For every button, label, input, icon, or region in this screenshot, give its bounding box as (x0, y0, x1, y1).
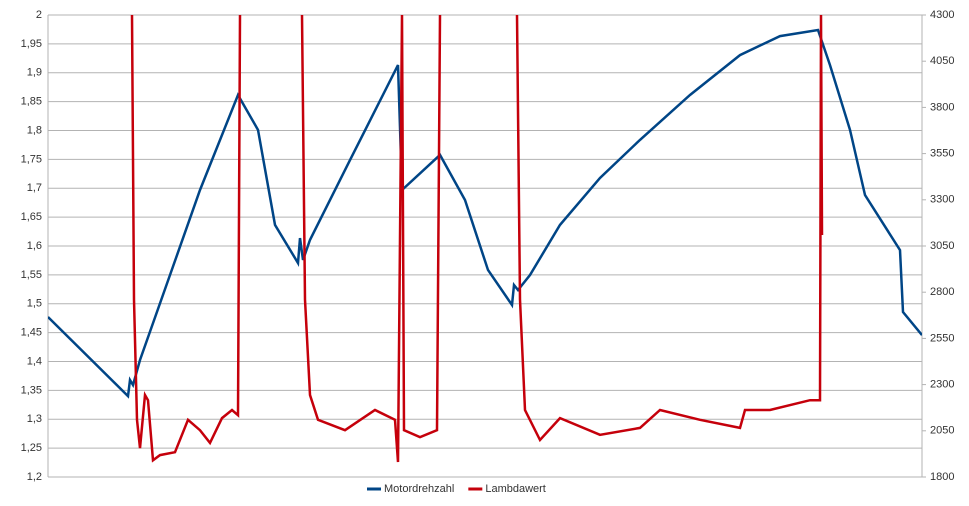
y2-tick-label: 3300 (930, 194, 954, 206)
y2-tick-label: 1800 (930, 471, 954, 483)
y-tick-label: 1,2 (27, 471, 42, 483)
y-tick-label: 1,4 (27, 355, 42, 367)
legend-label: Motordrehzahl (384, 483, 454, 495)
y-tick-label: 1,5 (27, 298, 42, 310)
y-tick-label: 1,3 (27, 413, 42, 425)
y2-tick-label: 2050 (930, 425, 954, 437)
y2-tick-label: 2300 (930, 379, 954, 391)
y-tick-label: 1,6 (27, 240, 42, 252)
y-tick-label: 1,65 (21, 211, 42, 223)
y-tick-label: 1,35 (21, 384, 42, 396)
plot-area (48, 15, 922, 463)
y2-tick-label: 3550 (930, 148, 954, 160)
y-tick-label: 1,75 (21, 153, 42, 165)
y2-tick-label: 2550 (930, 332, 954, 344)
y2-tick-label: 3050 (930, 240, 954, 252)
y2-tick-label: 2800 (930, 286, 954, 298)
y-tick-label: 1,55 (21, 269, 42, 281)
y-tick-label: 1,85 (21, 96, 42, 108)
y-tick-label: 1,45 (21, 327, 42, 339)
y-tick-label: 1,8 (27, 124, 42, 136)
y2-tick-label: 4050 (930, 55, 954, 67)
legend-label: Lambdawert (485, 483, 546, 495)
series-line (130, 15, 824, 463)
y-tick-label: 1,25 (21, 442, 42, 454)
y-tick-label: 1,7 (27, 182, 42, 194)
y2-tick-label: 4300 (930, 9, 954, 21)
y-tick-label: 1,9 (27, 67, 42, 79)
y2-tick-label: 3800 (930, 101, 954, 113)
series-line (48, 28, 922, 399)
y-tick-label: 2 (36, 9, 42, 21)
y-tick-label: 1,95 (21, 38, 42, 50)
